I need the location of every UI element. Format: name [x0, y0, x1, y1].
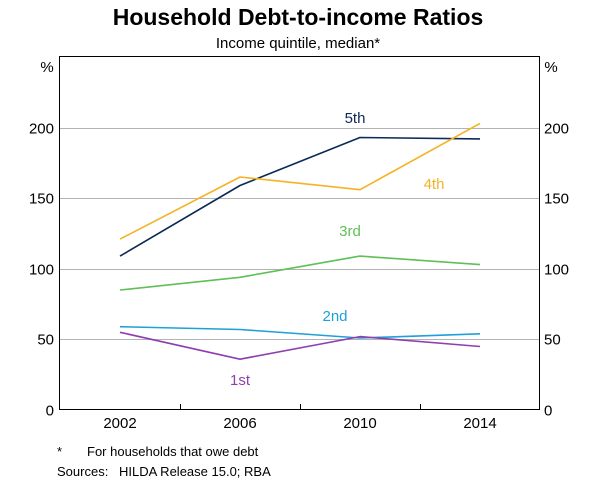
series-line-5th	[119, 136, 481, 257]
x-tick-label: 2010	[343, 415, 376, 432]
x-tick-label: 2002	[103, 415, 136, 432]
chart-title: Household Debt-to-income Ratios	[113, 4, 484, 30]
footnote-sources: Sources: HILDA Release 15.0; RBA	[57, 464, 271, 479]
y-tick-label-right: 150	[544, 191, 569, 208]
series-line-4th	[119, 122, 481, 240]
y-tick-label-left: 200	[29, 121, 54, 138]
sources-text: HILDA Release 15.0; RBA	[119, 464, 271, 479]
y-tick-label-right: 0	[544, 403, 552, 420]
y-tick-label-left: 100	[29, 262, 54, 279]
series-line-3rd	[119, 255, 481, 291]
chart-subtitle: Income quintile, median*	[216, 35, 380, 52]
x-tick-label: 2014	[463, 415, 496, 432]
y-unit-left: %	[40, 59, 53, 76]
y-tick-label-left: 0	[46, 403, 54, 420]
y-tick-label-left: 150	[29, 191, 54, 208]
series-label-2nd: 2nd	[322, 308, 347, 325]
y-tick-label-right: 50	[544, 332, 561, 349]
series-line-2nd	[119, 325, 481, 339]
sources-label: Sources:	[57, 464, 109, 479]
footnote-note: * For households that owe debt	[57, 444, 258, 459]
series-label-4th: 4th	[424, 176, 445, 193]
series-label-5th: 5th	[345, 110, 366, 127]
footnote-mark: *	[57, 444, 63, 459]
series-label-3rd: 3rd	[339, 223, 361, 240]
plot-frame	[59, 56, 540, 410]
y-unit-right: %	[544, 59, 557, 76]
series-line-1st	[119, 331, 481, 361]
footnote-text: For households that owe debt	[87, 444, 259, 459]
y-tick-label-left: 50	[37, 332, 54, 349]
x-tick-label: 2006	[223, 415, 256, 432]
y-tick-label-right: 200	[544, 121, 569, 138]
y-tick-label-right: 100	[544, 262, 569, 279]
series-label-1st: 1st	[230, 372, 251, 389]
